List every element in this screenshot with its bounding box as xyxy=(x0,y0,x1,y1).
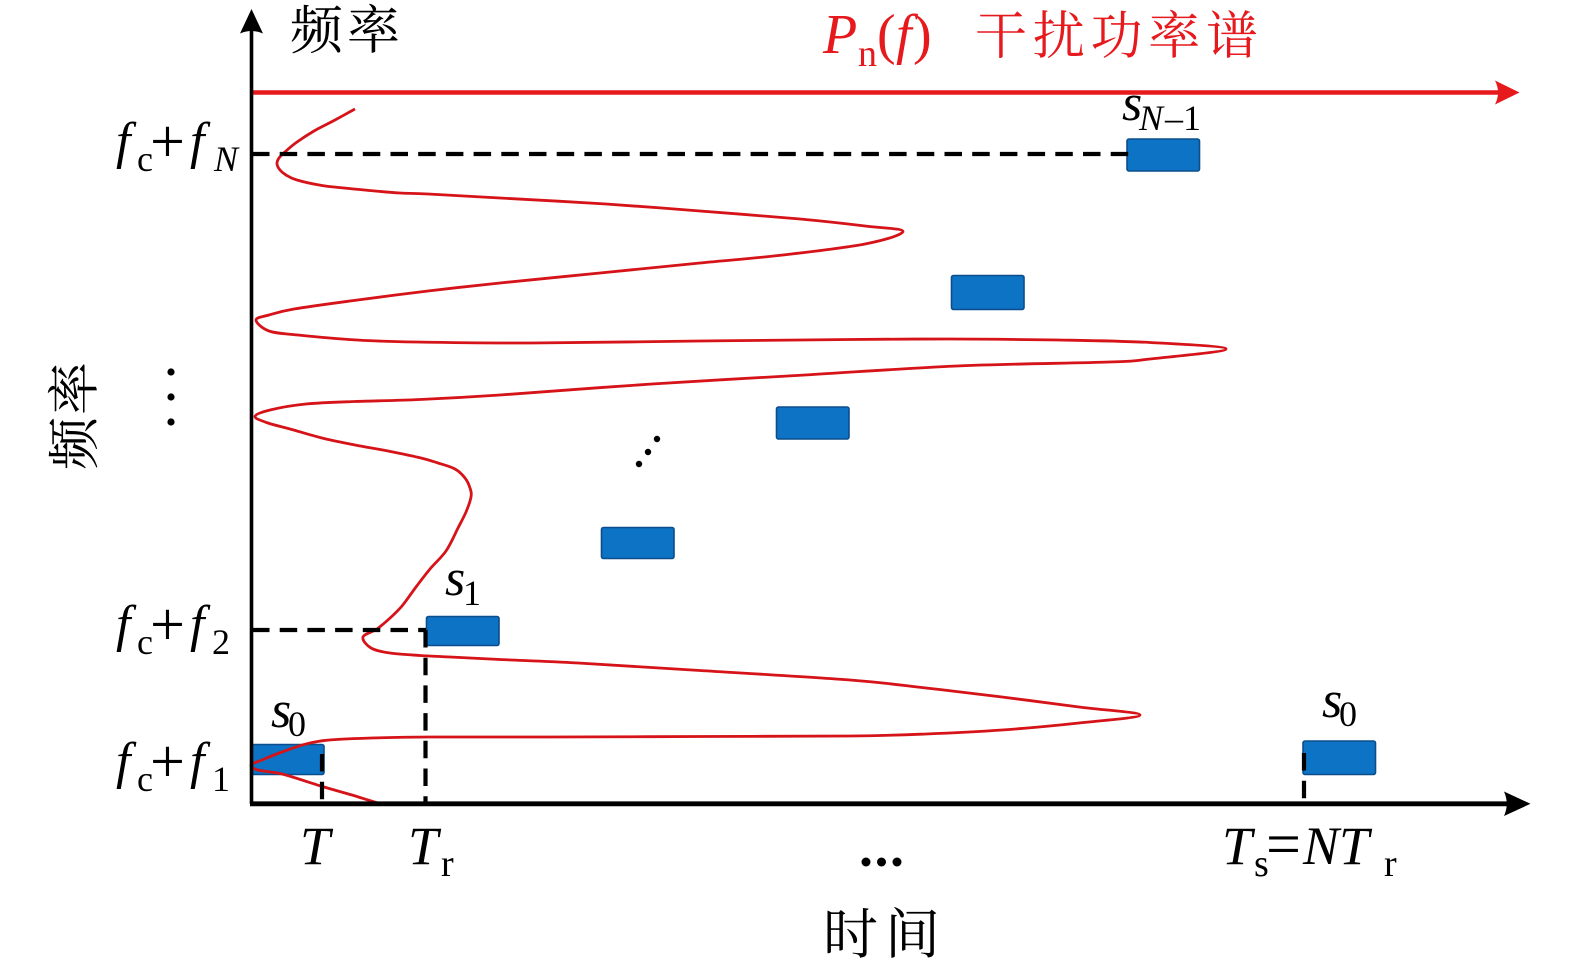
svg-text:sN–1: sN–1 xyxy=(1122,75,1201,138)
svg-text:Pn(f): Pn(f) xyxy=(822,4,932,75)
svg-text:Tr: Tr xyxy=(408,816,454,885)
svg-text:T: T xyxy=(300,816,334,876)
svg-text:s0: s0 xyxy=(1322,672,1357,734)
svg-text:Ts=NTr: Ts=NT r xyxy=(1222,811,1397,885)
svg-text:s0: s0 xyxy=(271,682,306,744)
svg-text:s1: s1 xyxy=(445,550,481,613)
